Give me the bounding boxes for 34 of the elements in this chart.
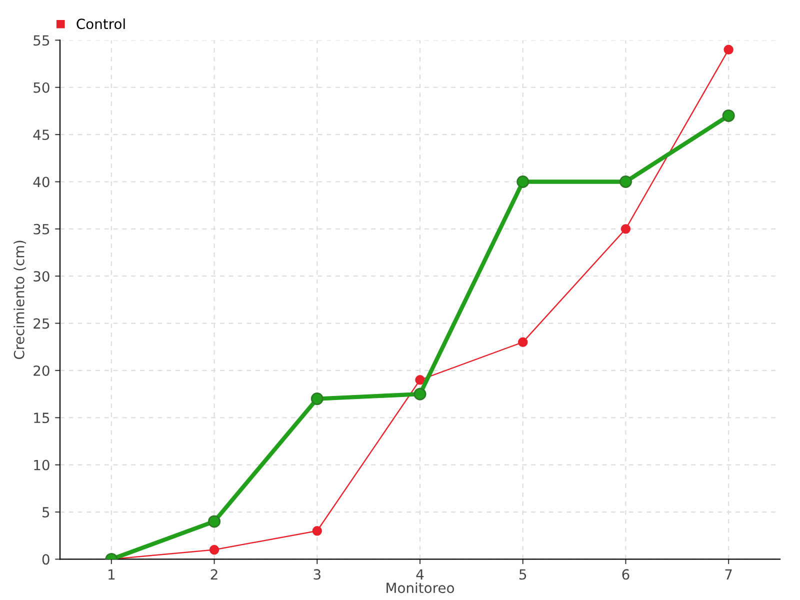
y-axis-title: Crecimiento (cm) (14, 240, 26, 360)
point (724, 44, 734, 54)
point (518, 337, 528, 348)
legend-label: Control (76, 18, 125, 30)
x-tick-label: 2 (210, 569, 218, 580)
point (209, 544, 220, 555)
y-tick-label: 35 (34, 224, 50, 234)
x-axis-title: Monitoreo (386, 582, 454, 594)
x-tick-label: 6 (622, 569, 630, 580)
point (415, 375, 425, 385)
x-tick-label: 4 (416, 569, 424, 580)
y-tick-label: 10 (34, 460, 50, 470)
y-tick-label: 55 (34, 35, 50, 46)
y-tick-label: 40 (33, 176, 50, 188)
y-tick-label: 5 (42, 507, 50, 518)
x-tick-label: 3 (314, 569, 320, 580)
point (414, 388, 426, 400)
point (722, 109, 735, 122)
point (620, 224, 631, 234)
y-tick-label: 15 (34, 412, 50, 424)
point (208, 515, 221, 528)
y-tick-label: 30 (34, 271, 50, 282)
point (310, 392, 324, 406)
x-tick-label: 7 (725, 569, 732, 580)
point (619, 175, 632, 188)
point (516, 175, 530, 188)
y-tick-label: 0 (42, 554, 50, 565)
x-tick-label: 5 (520, 569, 526, 580)
y-tick-label: 50 (34, 82, 50, 93)
y-tick-label: 25 (34, 318, 50, 329)
y-tick-label: 20 (34, 365, 50, 376)
y-tick-label: 45 (33, 130, 50, 140)
x-tick-label: 1 (108, 569, 115, 580)
point (312, 526, 322, 536)
